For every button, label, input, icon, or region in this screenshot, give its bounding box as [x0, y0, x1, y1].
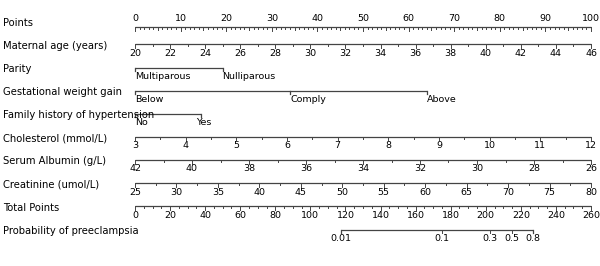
Text: 100: 100	[301, 211, 319, 220]
Text: 220: 220	[512, 211, 530, 220]
Text: No: No	[135, 118, 148, 127]
Text: 30: 30	[471, 164, 483, 173]
Text: Family history of hypertension: Family history of hypertension	[3, 110, 154, 120]
Text: Multiparous: Multiparous	[135, 72, 191, 81]
Text: 20: 20	[220, 14, 232, 23]
Text: 11: 11	[535, 141, 547, 150]
Text: 60: 60	[234, 211, 246, 220]
Text: 0: 0	[132, 14, 138, 23]
Text: Comply: Comply	[290, 95, 326, 104]
Text: 60: 60	[419, 188, 431, 197]
Text: Nulliparous: Nulliparous	[223, 72, 276, 81]
Text: 6: 6	[284, 141, 290, 150]
Text: 140: 140	[371, 211, 389, 220]
Text: 10: 10	[175, 14, 187, 23]
Text: 260: 260	[582, 211, 600, 220]
Text: 8: 8	[385, 141, 391, 150]
Text: 28: 28	[528, 164, 540, 173]
Text: Probability of preeclampsia: Probability of preeclampsia	[3, 226, 139, 236]
Text: 38: 38	[243, 164, 255, 173]
Text: 10: 10	[484, 141, 496, 150]
Text: 34: 34	[374, 49, 386, 58]
Text: 7: 7	[335, 141, 341, 150]
Text: Parity: Parity	[3, 64, 31, 74]
Text: 0: 0	[132, 211, 138, 220]
Text: 20: 20	[164, 211, 176, 220]
Text: 4: 4	[182, 141, 188, 150]
Text: 45: 45	[295, 188, 307, 197]
Text: 44: 44	[550, 49, 562, 58]
Text: Maternal age (years): Maternal age (years)	[3, 41, 107, 51]
Text: 70: 70	[448, 14, 460, 23]
Text: 160: 160	[407, 211, 425, 220]
Text: 80: 80	[585, 188, 597, 197]
Text: 30: 30	[266, 14, 278, 23]
Text: 240: 240	[547, 211, 565, 220]
Text: 75: 75	[544, 188, 556, 197]
Text: 50: 50	[336, 188, 348, 197]
Text: 25: 25	[129, 188, 141, 197]
Text: Below: Below	[135, 95, 163, 104]
Text: 28: 28	[269, 49, 281, 58]
Text: 80: 80	[269, 211, 281, 220]
Text: 65: 65	[461, 188, 473, 197]
Text: 30: 30	[304, 49, 316, 58]
Text: 36: 36	[410, 49, 422, 58]
Text: 55: 55	[378, 188, 390, 197]
Text: 22: 22	[164, 49, 176, 58]
Text: 42: 42	[129, 164, 141, 173]
Text: Cholesterol (mmol/L): Cholesterol (mmol/L)	[3, 133, 107, 143]
Text: 24: 24	[199, 49, 211, 58]
Text: 3: 3	[132, 141, 138, 150]
Text: 32: 32	[340, 49, 352, 58]
Text: 0.8: 0.8	[525, 234, 540, 243]
Text: Total Points: Total Points	[3, 203, 59, 213]
Text: 80: 80	[494, 14, 506, 23]
Text: Above: Above	[427, 95, 457, 104]
Text: 90: 90	[539, 14, 551, 23]
Text: 50: 50	[357, 14, 369, 23]
Text: 5: 5	[233, 141, 239, 150]
Text: 40: 40	[311, 14, 323, 23]
Text: Yes: Yes	[197, 118, 212, 127]
Text: 35: 35	[212, 188, 224, 197]
Text: 20: 20	[129, 49, 141, 58]
Text: 200: 200	[477, 211, 495, 220]
Text: 0.3: 0.3	[482, 234, 497, 243]
Text: 40: 40	[253, 188, 265, 197]
Text: 40: 40	[199, 211, 211, 220]
Text: 40: 40	[186, 164, 198, 173]
Text: 12: 12	[585, 141, 597, 150]
Text: Serum Albumin (g/L): Serum Albumin (g/L)	[3, 156, 106, 167]
Text: 34: 34	[357, 164, 369, 173]
Text: 0.01: 0.01	[331, 234, 352, 243]
Text: 30: 30	[170, 188, 182, 197]
Text: 38: 38	[445, 49, 457, 58]
Text: 120: 120	[337, 211, 355, 220]
Text: 180: 180	[442, 211, 460, 220]
Text: 36: 36	[300, 164, 312, 173]
Text: 0.5: 0.5	[505, 234, 520, 243]
Text: 60: 60	[403, 14, 415, 23]
Text: 0.1: 0.1	[434, 234, 449, 243]
Text: 26: 26	[585, 164, 597, 173]
Text: 26: 26	[234, 49, 246, 58]
Text: Points: Points	[3, 18, 33, 28]
Text: 32: 32	[414, 164, 426, 173]
Text: Creatinine (umol/L): Creatinine (umol/L)	[3, 180, 99, 190]
Text: Gestational weight gain: Gestational weight gain	[3, 87, 122, 97]
Text: 100: 100	[582, 14, 600, 23]
Text: 46: 46	[585, 49, 597, 58]
Text: 42: 42	[515, 49, 527, 58]
Text: 9: 9	[436, 141, 442, 150]
Text: 70: 70	[502, 188, 514, 197]
Text: 40: 40	[480, 49, 492, 58]
